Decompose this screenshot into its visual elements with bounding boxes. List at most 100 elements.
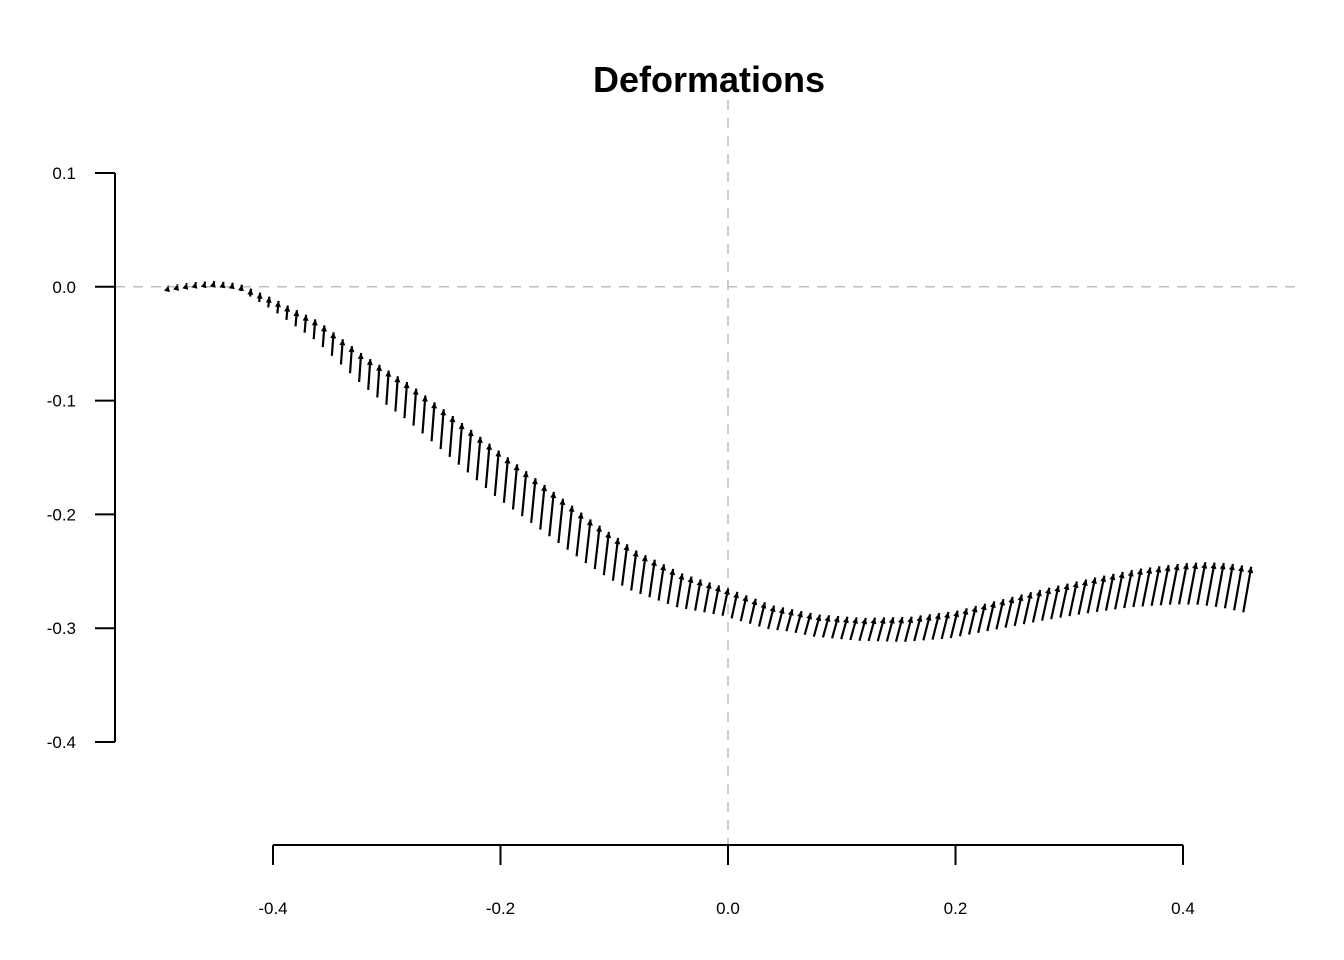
deformation-arrow <box>394 376 401 412</box>
deformation-arrow <box>275 300 281 314</box>
deformation-arrow <box>730 591 739 619</box>
deformation-arrow <box>457 422 465 465</box>
deformation-arrow <box>694 579 703 611</box>
deformation-arrow <box>539 484 548 530</box>
x-axis: -0.4 -0.2 0.0 0.2 0.4 <box>258 844 1195 918</box>
arrow-head <box>1155 566 1162 573</box>
arrow-head <box>916 615 923 622</box>
deformation-arrow <box>967 605 978 635</box>
arrow-head <box>1210 562 1217 570</box>
deformation-arrow <box>1031 589 1042 623</box>
deformation-arrow <box>1059 583 1070 618</box>
deformation-arrow <box>1004 596 1015 628</box>
deformation-arrow <box>238 284 244 292</box>
deformation-arrow <box>1050 585 1061 620</box>
arrow-head <box>1008 596 1015 604</box>
chart-title: Deformations <box>593 59 825 100</box>
arrow-head <box>833 616 840 623</box>
deformation-arrow <box>684 576 694 610</box>
deformation-arrow <box>302 314 309 333</box>
deformation-arrow <box>256 292 263 303</box>
arrow-head <box>440 409 447 416</box>
deformation-arrow <box>412 388 419 426</box>
arrow-shaft <box>403 381 409 419</box>
deformation-arrow <box>639 554 648 595</box>
arrow-shaft <box>639 554 647 595</box>
deformation-arrow <box>200 281 207 289</box>
deformation-arrow <box>620 544 630 586</box>
deformation-arrow <box>1077 579 1088 615</box>
arrow-shaft <box>1233 565 1244 611</box>
deformation-arrow <box>995 598 1005 630</box>
deformation-arrow <box>1086 577 1097 614</box>
arrow-head <box>953 610 960 618</box>
deformation-arrow <box>1141 567 1153 607</box>
deformation-arrow <box>209 280 216 288</box>
arrow-head <box>787 609 794 616</box>
deformation-arrow <box>949 610 960 639</box>
arrow-head <box>751 598 758 606</box>
arrow-shaft <box>1205 562 1216 606</box>
arrow-head <box>173 284 180 291</box>
deformation-arrow <box>1159 564 1171 606</box>
arrow-shaft <box>1141 567 1152 607</box>
y-tick-label: 0.0 <box>52 278 76 297</box>
deformation-arrow <box>657 564 666 601</box>
arrow-shaft <box>648 559 656 598</box>
deformation-arrow <box>1040 587 1051 621</box>
arrow-shaft <box>548 491 555 537</box>
deformation-arrow <box>803 612 813 636</box>
arrow-head <box>888 617 895 624</box>
arrow-head <box>302 314 309 321</box>
arrow-head <box>275 301 281 308</box>
deformation-arrow <box>403 381 410 419</box>
arrow-shaft <box>630 550 638 591</box>
arrow-head <box>990 601 996 608</box>
deformation-arrow <box>958 608 969 637</box>
arrow-head <box>467 429 474 437</box>
arrow-head <box>696 579 703 586</box>
arrow-head <box>907 616 914 624</box>
arrow-head <box>852 617 858 624</box>
arrow-head <box>797 611 803 618</box>
deformation-arrow <box>794 610 803 634</box>
deformation-arrow <box>182 282 189 290</box>
y-tick-label: -0.3 <box>47 619 76 638</box>
deformation-arrow <box>757 601 767 627</box>
arrow-head <box>1054 585 1061 593</box>
arrow-head <box>394 376 401 383</box>
arrow-head <box>311 319 318 326</box>
arrow-shaft <box>448 416 454 457</box>
arrow-head <box>1164 565 1171 572</box>
deformation-arrow <box>611 537 621 581</box>
deformation-arrow <box>858 617 868 642</box>
arrow-head <box>651 559 657 567</box>
deformation-arrow <box>566 505 575 550</box>
arrow-head <box>934 613 941 620</box>
arrow-head <box>431 402 438 409</box>
arrow-head <box>778 607 785 614</box>
deformation-arrow <box>228 282 235 290</box>
deformation-arrow <box>1177 562 1189 605</box>
arrow-shaft <box>511 464 519 510</box>
arrow-head <box>376 364 383 371</box>
arrow-shaft <box>1214 562 1225 607</box>
arrow-head <box>164 285 170 293</box>
arrow-shaft <box>1104 573 1115 611</box>
arrow-head <box>486 443 493 450</box>
deformation-arrow <box>1068 581 1079 617</box>
deformation-arrow <box>1187 562 1198 605</box>
deformation-arrow <box>293 310 300 327</box>
deformation-arrow <box>867 617 877 642</box>
arrow-head <box>733 591 739 599</box>
arrow-head <box>330 332 337 339</box>
deformation-arrow <box>821 615 831 638</box>
arrow-head <box>1182 563 1189 570</box>
deformation-arrow <box>1205 562 1217 606</box>
arrow-head <box>687 576 694 583</box>
arrow-head <box>815 614 822 622</box>
arrow-shaft <box>457 422 464 465</box>
arrow-head <box>760 602 767 609</box>
deformation-arrow <box>493 450 502 496</box>
arrow-shaft <box>502 457 510 503</box>
